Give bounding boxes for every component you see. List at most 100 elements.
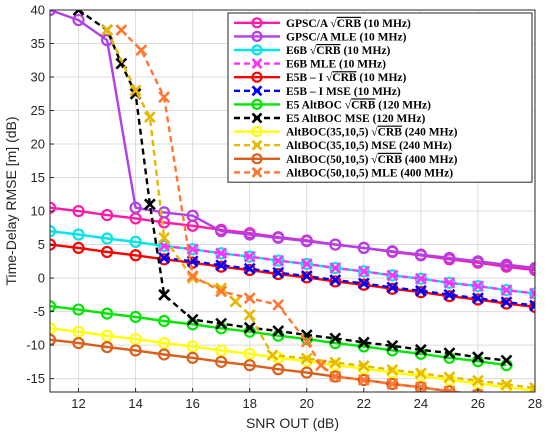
data-point — [272, 298, 285, 311]
data-point — [472, 292, 484, 305]
data-point — [135, 44, 148, 57]
data-point — [186, 313, 199, 326]
y-tick-label: 15 — [31, 170, 45, 185]
data-point — [129, 249, 142, 262]
data-point — [386, 366, 399, 379]
data-point — [72, 336, 85, 350]
legend-label: E5B – I √CRB (10 MHz) — [286, 71, 407, 84]
data-point — [251, 17, 263, 29]
data-point — [300, 235, 313, 248]
data-point — [386, 269, 399, 282]
data-point — [329, 332, 342, 345]
data-point — [386, 363, 399, 376]
data-point — [215, 317, 228, 330]
data-point — [300, 366, 313, 379]
data-point — [158, 252, 171, 264]
series — [158, 239, 535, 300]
data-point — [329, 370, 342, 383]
data-point — [215, 344, 228, 357]
data-point — [251, 44, 263, 56]
data-point — [528, 287, 535, 300]
series-line — [163, 256, 535, 307]
data-point — [243, 292, 256, 305]
data-point — [300, 270, 313, 282]
data-point — [115, 24, 128, 37]
x-tick-label: 14 — [128, 396, 142, 411]
legend-label: E5B – I MSE (10 MHz) — [286, 86, 401, 98]
data-point — [528, 300, 535, 313]
data-point — [158, 348, 171, 361]
data-point — [72, 10, 85, 16]
data-point — [300, 355, 313, 368]
data-point — [215, 259, 228, 272]
data-point — [186, 340, 199, 353]
data-point — [300, 352, 313, 365]
legend-label: AltBOC(35,10,5) √CRB (240 MHz) — [286, 126, 458, 139]
data-point — [357, 277, 370, 290]
data-point — [50, 300, 57, 313]
data-point — [50, 322, 57, 335]
data-point — [72, 303, 85, 316]
data-point — [100, 340, 114, 354]
y-tick-label: -15 — [26, 371, 45, 386]
data-point — [443, 276, 456, 289]
data-point — [329, 274, 342, 286]
data-point — [272, 254, 285, 267]
legend-entry: GPSC/A MLE (10 MHz) — [234, 30, 407, 43]
data-point — [186, 351, 199, 364]
series-line — [163, 244, 535, 295]
series-line — [77, 10, 507, 362]
legend-entry: E5B – I MSE (10 MHz) — [234, 85, 401, 98]
data-point — [158, 314, 171, 328]
data-point — [272, 231, 285, 244]
series — [101, 24, 535, 392]
data-point — [243, 262, 256, 275]
data-point — [158, 91, 171, 104]
legend-box — [227, 12, 533, 183]
data-point — [315, 359, 327, 372]
data-point — [251, 98, 263, 111]
data-point — [414, 248, 427, 261]
legend-label: GPSC/A MLE (10 MHz) — [286, 31, 407, 43]
data-point — [500, 258, 513, 271]
data-point — [243, 347, 256, 360]
y-tick-label: 40 — [31, 3, 45, 18]
data-point — [72, 241, 85, 255]
data-point — [443, 373, 456, 387]
data-point — [215, 225, 228, 238]
data-point — [243, 359, 256, 372]
data-point — [443, 385, 456, 392]
data-point — [243, 250, 256, 263]
data-point — [158, 231, 171, 244]
series-line — [120, 29, 466, 392]
data-point — [329, 275, 342, 288]
data-point — [186, 243, 199, 256]
y-tick-label: 25 — [31, 103, 45, 118]
y-tick-label: -5 — [33, 304, 45, 319]
y-tick-label: 5 — [38, 237, 45, 252]
data-point — [186, 270, 199, 282]
data-point — [215, 355, 228, 368]
data-point — [500, 284, 513, 297]
data-point — [472, 351, 484, 364]
y-tick-label: -10 — [26, 338, 45, 353]
y-tick-label: 0 — [38, 271, 45, 286]
data-point — [50, 238, 57, 251]
data-point — [272, 266, 285, 279]
data-point — [386, 339, 399, 352]
data-point — [251, 139, 263, 151]
legend-label: E5 AltBOC MSE (120 MHz) — [286, 113, 425, 125]
data-point — [386, 281, 399, 294]
data-point — [414, 381, 427, 392]
data-point — [100, 307, 114, 320]
series-line — [50, 243, 535, 309]
data-point — [329, 238, 342, 251]
data-point — [215, 282, 228, 295]
data-point — [357, 241, 370, 255]
data-point — [251, 58, 263, 70]
data-point — [528, 384, 535, 392]
series-line — [106, 29, 535, 390]
data-point — [215, 285, 228, 298]
data-point — [529, 287, 535, 300]
